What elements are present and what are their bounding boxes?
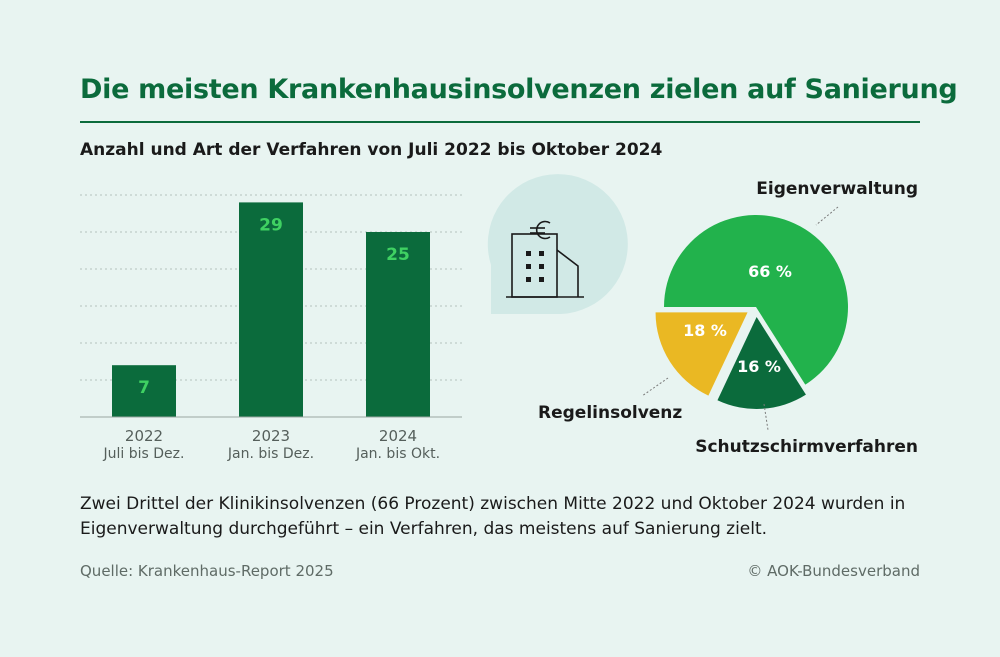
title-divider (80, 121, 920, 123)
bar-value-label: 25 (386, 245, 410, 265)
pie-legend-schutzschirmverfahren: Schutzschirmverfahren (695, 437, 918, 457)
source-note: Quelle: Krankenhaus-Report 2025 (80, 562, 334, 580)
leader-schutzschirm (763, 403, 769, 431)
copyright-note: © AOK-Bundesverband (747, 562, 920, 580)
pie-slice-eigenverwaltung (664, 215, 848, 385)
pie-labels: Eigenverwaltung Regelinsolvenz Schutzsch… (538, 179, 918, 457)
leader-eigenverwaltung (815, 206, 839, 226)
bar-category-label: 2022 (125, 427, 163, 445)
bar-sublabel: Jan. bis Dez. (227, 446, 314, 462)
pie-slice-label-regelinsolvenz: 18 % (683, 321, 727, 340)
bar-value-label: 7 (138, 378, 150, 398)
pie-slice-regelinsolvenz (655, 312, 748, 396)
pie-legend-regelinsolvenz: Regelinsolvenz (538, 403, 682, 423)
bar-category-label: 2023 (252, 427, 290, 445)
pie-slice-schutzschirmverfahren (717, 316, 806, 409)
bar-value-label: 29 (259, 215, 283, 235)
leader-regelinsolvenz (641, 377, 669, 397)
pie-legend-eigenverwaltung: Eigenverwaltung (756, 179, 918, 199)
pie-chart (655, 215, 848, 409)
chart-title: Die meisten Krankenhausinsolvenzen ziele… (80, 74, 958, 105)
chart-subtitle: Anzahl und Art der Verfahren von Juli 20… (80, 140, 663, 160)
pie-slice-label-schutzschirmverfahren: 16 % (737, 357, 781, 376)
bar-2024 (366, 232, 430, 417)
bar-2022 (112, 365, 176, 417)
pie-slice-label-eigenverwaltung: 66 % (748, 262, 792, 281)
bar-sublabel: Juli bis Dez. (103, 446, 185, 462)
bar-2023 (239, 202, 303, 417)
bar-sublabel: Jan. bis Okt. (355, 446, 440, 462)
chart-caption: Zwei Drittel der Klinikinsolvenzen (66 P… (80, 494, 906, 539)
hospital-euro-icon (487, 174, 628, 314)
bar-category-label: 2024 (379, 427, 417, 445)
